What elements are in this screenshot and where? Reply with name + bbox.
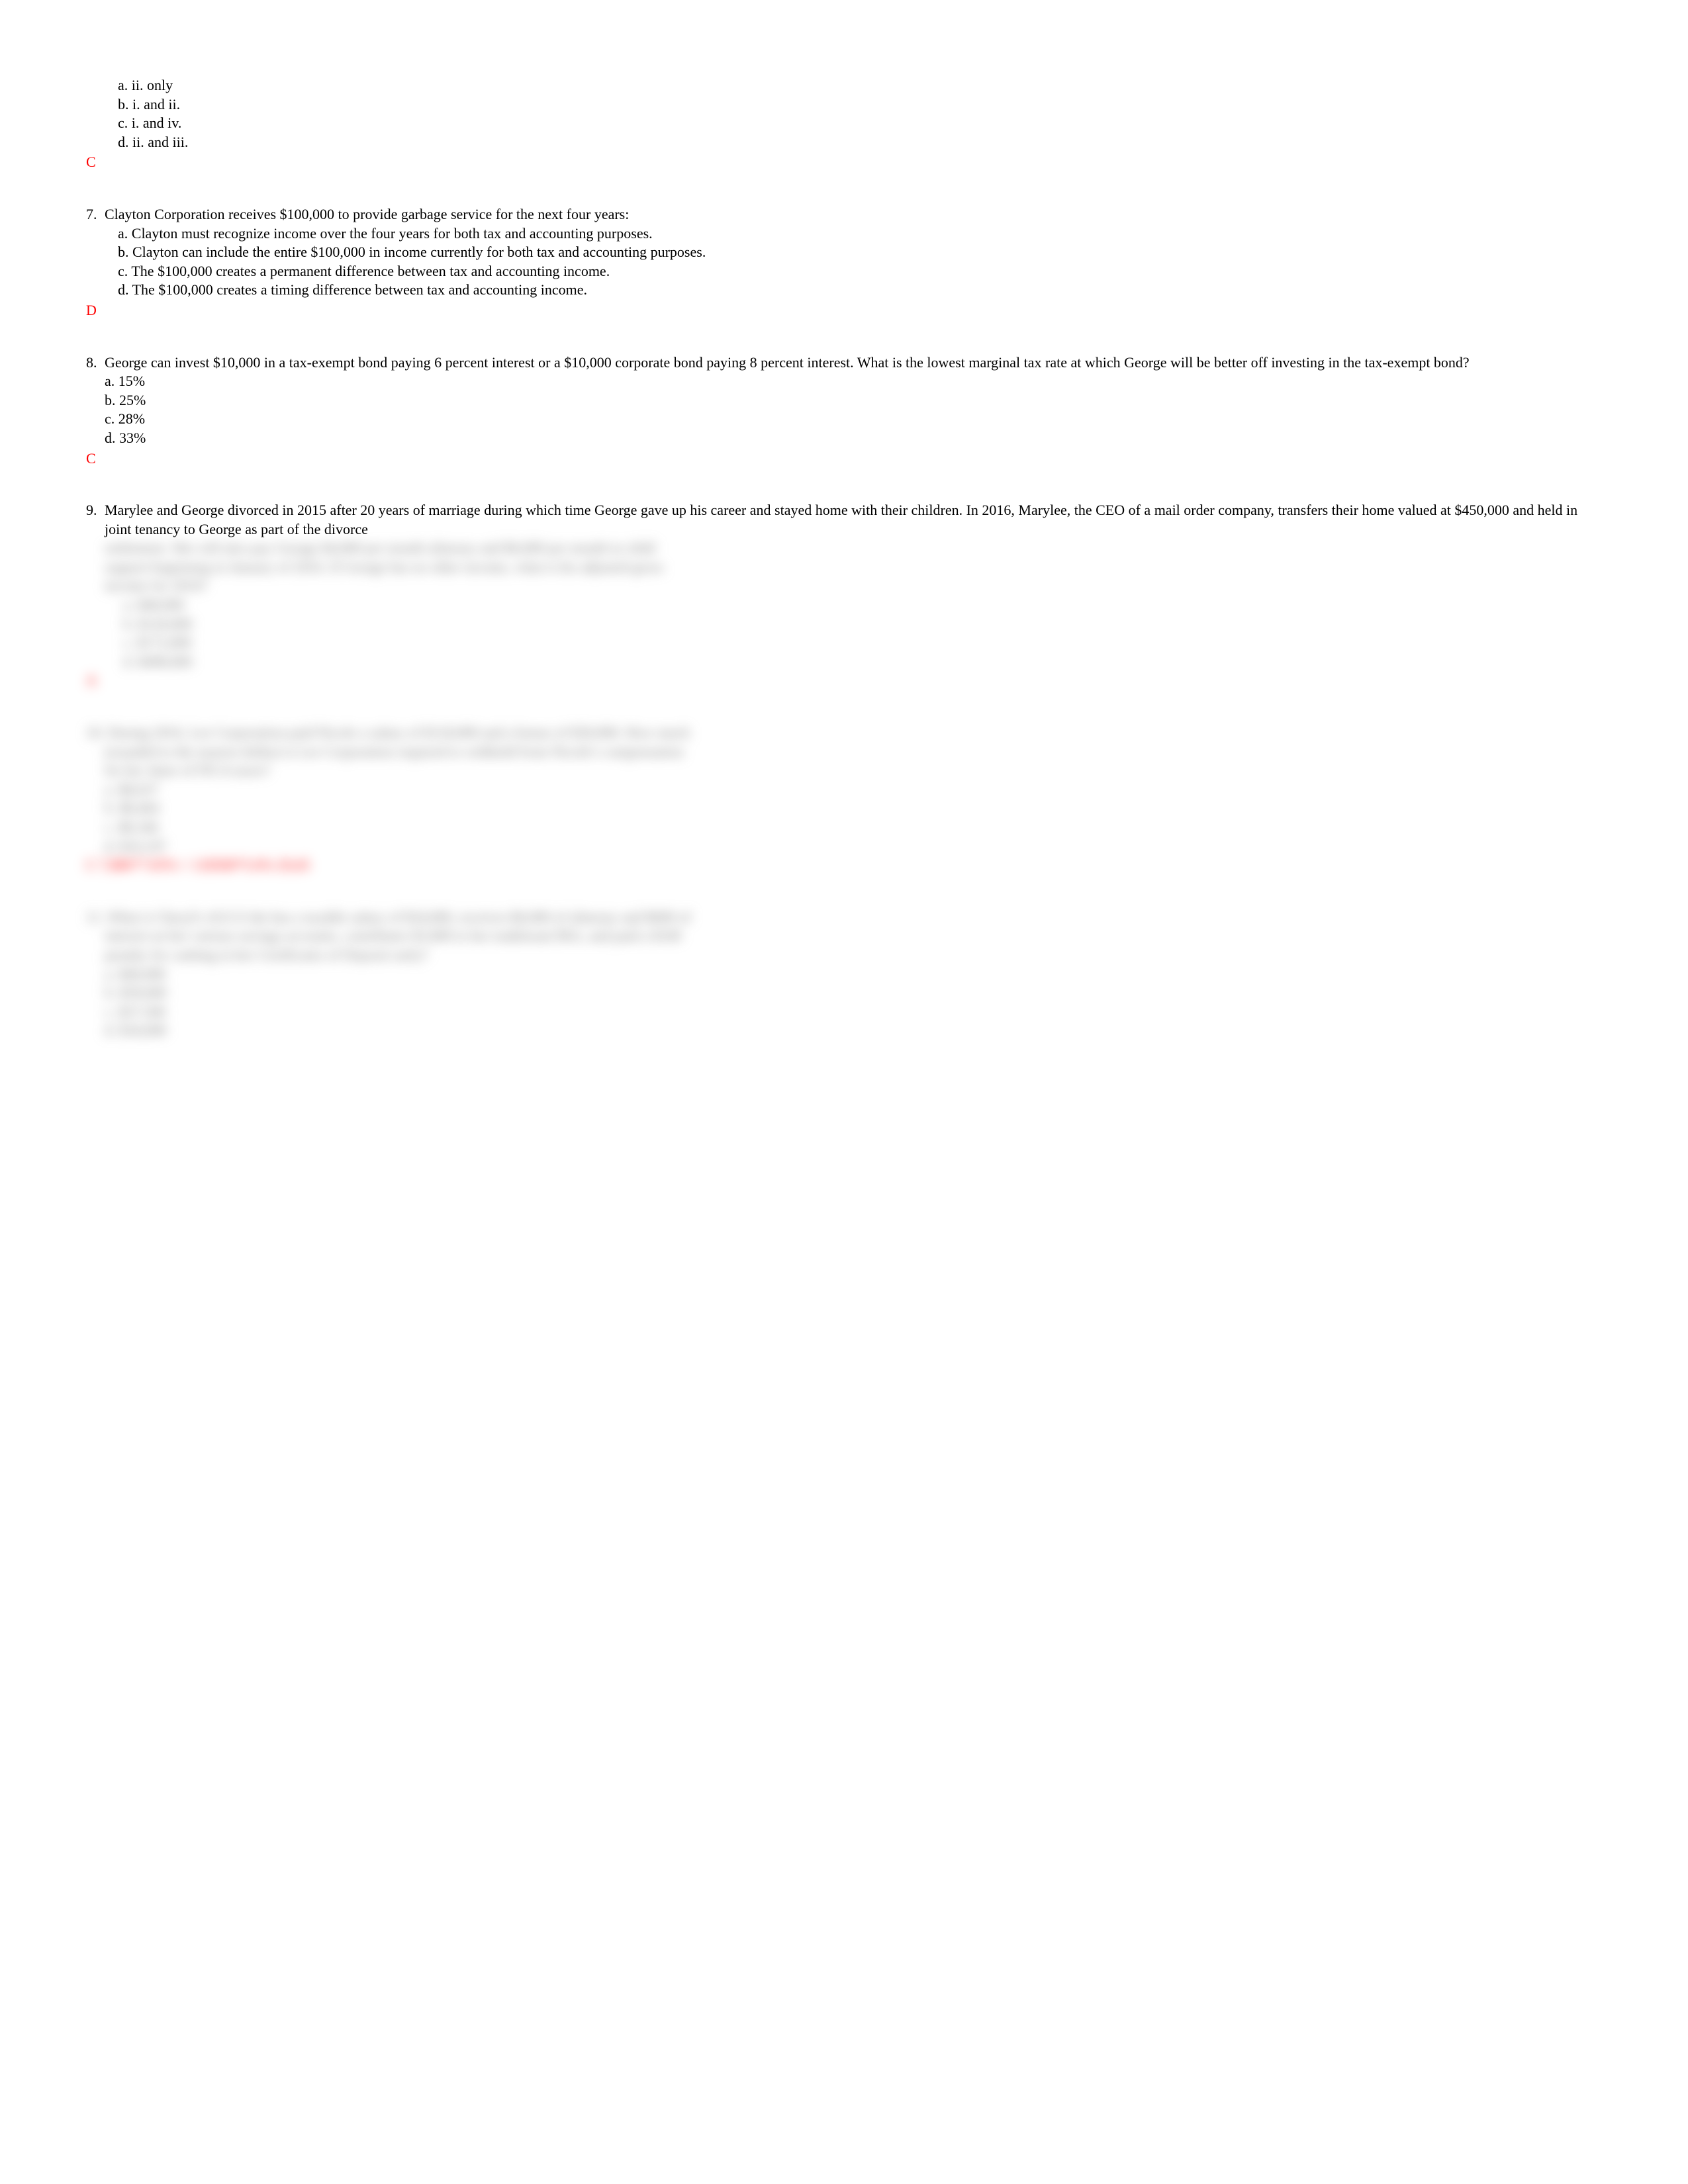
q8-text: George can invest $10,000 in a tax-exemp… <box>105 353 1602 373</box>
q9-blur-line-2: support beginning in January of 2016. If… <box>105 558 1602 577</box>
question-8: 8. George can invest $10,000 in a tax-ex… <box>86 353 1602 469</box>
q8-stem: 8. George can invest $10,000 in a tax-ex… <box>86 353 1602 373</box>
q8-options: a. 15% b. 25% c. 28% d. 33% <box>86 372 1602 447</box>
q10-blur-option-a: a. $8,637 <box>86 780 1602 799</box>
q7-stem: 7. Clayton Corporation receives $100,000… <box>86 205 1602 224</box>
q11-blurred-stem: 11. What is Cheryl's AGI if she has a ta… <box>86 908 1602 1040</box>
q9-stem: 9. Marylee and George divorced in 2015 a… <box>86 501 1602 539</box>
q8-number: 8. <box>86 353 105 373</box>
q11-blur-option-a: a. $40,000 <box>86 965 1602 984</box>
question-11: 11. What is Cheryl's AGI if she has a ta… <box>86 908 1602 1040</box>
q7-answer: D <box>86 301 1602 320</box>
q9-text-visible: Marylee and George divorced in 2015 afte… <box>105 501 1602 539</box>
q9-blur-option-b: b. $120,000 <box>105 615 1602 634</box>
q11-blur-line-3: penalty for cashing in her Certificates … <box>86 946 1602 965</box>
question-10: 10. During 2016, Lee Corporation paid Ni… <box>86 723 1602 875</box>
q6-option-d: d. ii. and iii. <box>86 133 1602 152</box>
q9-blur-option-c: c. $172,000 <box>105 633 1602 653</box>
q10-blurred-stem: 10. During 2016, Lee Corporation paid Ni… <box>86 723 1602 856</box>
q7-options: a. Clayton must recognize income over th… <box>86 224 1602 300</box>
q7-text: Clayton Corporation receives $100,000 to… <box>105 205 1602 224</box>
q11-blur-line-2: interest on her various savings accounts… <box>86 927 1602 946</box>
q9-blur-line-3: income for 2016? <box>105 576 1602 596</box>
q7-number: 7. <box>86 205 105 224</box>
q8-answer: C <box>86 449 1602 469</box>
q10-blur-option-d: d. $10,197 <box>86 837 1602 856</box>
q10-blur-line-3: for her share of FICA taxes? <box>86 761 1602 780</box>
q10-blur-option-c: c. $8,346 <box>86 818 1602 837</box>
q10-blur-option-b: b. $8,464 <box>86 799 1602 818</box>
q10-blur-line-1: 10. During 2016, Lee Corporation paid Ni… <box>86 723 1602 743</box>
q6-option-b: b. i. and ii. <box>86 95 1602 114</box>
q8-option-a: a. 15% <box>105 372 1602 391</box>
q9-blur-line-1: settlement. She will also pay George $4,… <box>105 539 1602 558</box>
q8-option-d: d. 33% <box>105 429 1602 448</box>
q11-blur-option-d: d. $34,000 <box>86 1021 1602 1040</box>
q6-option-c: c. i. and iv. <box>86 114 1602 133</box>
q8-option-b: b. 25% <box>105 391 1602 410</box>
q7-option-b: b. Clayton can include the entire $100,0… <box>105 243 1602 262</box>
q6-option-a: a. ii. only <box>86 76 1602 95</box>
q7-option-c: c. The $100,000 creates a permanent diff… <box>105 262 1602 281</box>
q8-option-c: c. 28% <box>105 410 1602 429</box>
q11-blur-line-1: 11. What is Cheryl's AGI if she has a ta… <box>86 908 1602 927</box>
q9-blurred-answer: A <box>86 671 1602 690</box>
q10-blur-line-2: (rounded to the nearest dollar) is Lee C… <box>86 743 1602 762</box>
q11-blur-option-c: c. $37,500 <box>86 1003 1602 1022</box>
question-6-fragment: a. ii. only b. i. and ii. c. i. and iv. … <box>86 76 1602 172</box>
question-9: 9. Marylee and George divorced in 2015 a… <box>86 501 1602 690</box>
q10-blurred-answer: C 7,886*7.65% = 118500*5.6% 29,45 <box>86 856 1602 875</box>
q9-blur-option-d: d. $498,000 <box>105 653 1602 672</box>
q9-blurred-continuation: settlement. She will also pay George $4,… <box>86 539 1602 671</box>
q6-answer: C <box>86 153 1602 172</box>
q7-option-a: a. Clayton must recognize income over th… <box>105 224 1602 244</box>
question-7: 7. Clayton Corporation receives $100,000… <box>86 205 1602 320</box>
q11-blur-option-b: b. $39,600 <box>86 983 1602 1003</box>
document-body: a. ii. only b. i. and ii. c. i. and iv. … <box>86 76 1602 1040</box>
q9-number: 9. <box>86 501 105 539</box>
q7-option-d: d. The $100,000 creates a timing differe… <box>105 281 1602 300</box>
q9-blur-option-a: a. $48,000 <box>105 596 1602 615</box>
